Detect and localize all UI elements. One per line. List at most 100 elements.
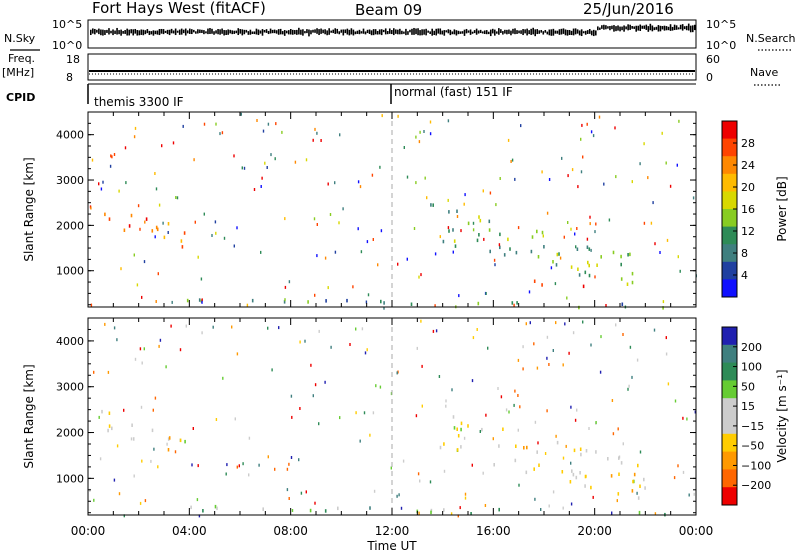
data-cell [294,160,297,164]
colorbar-segment [722,121,737,140]
nsky-sample [96,29,98,33]
nsky-sample [590,30,593,36]
nsky-sample [500,29,502,33]
nsky-sample [669,24,672,31]
data-cell [615,323,617,327]
data-cell [108,424,111,428]
nsky-sample [211,28,213,34]
colorbar-segment [722,191,737,210]
data-cell [576,227,578,230]
data-cell [582,155,584,159]
data-cell [170,324,172,328]
data-cell [586,237,589,241]
nsky-sample [433,30,435,36]
data-cell [677,255,679,259]
data-cell [430,203,432,207]
nsky-sample [277,29,280,35]
nsky-sample [522,29,524,36]
data-cell [516,301,518,305]
nsky-sample [146,29,149,34]
nsky-sample [229,29,231,34]
data-cell [614,126,616,130]
data-cell [548,363,550,366]
data-cell [536,450,538,454]
nsky-sample [609,26,611,31]
nsky-sample [160,28,163,34]
nsky-sample [237,28,240,36]
data-cell [514,177,516,181]
data-cell [494,263,496,267]
nsky-sample [429,31,431,34]
nsky-sample [578,30,581,36]
data-cell [158,344,160,348]
data-cell [246,303,249,307]
data-cell [430,510,432,515]
data-cell [678,119,680,123]
data-cell [371,173,374,177]
data-cell [366,348,368,352]
data-cell [320,139,322,142]
data-cell [107,428,109,433]
data-cell [191,463,193,467]
cpid-mode-1: themis 3300 IF [94,95,184,109]
nsky-sample [661,26,664,30]
colorbar-segment [722,327,737,346]
nsky-sample [116,27,118,35]
data-cell [158,203,161,207]
data-cell [679,269,681,273]
data-cell [674,399,677,403]
data-cell [397,370,399,374]
data-cell [571,168,574,172]
nsky-sample [463,29,466,36]
nsky-sample [475,28,478,35]
data-cell [570,461,572,465]
data-cell [439,445,442,450]
nsky-sample [154,30,157,35]
data-cell [530,249,533,254]
data-cell [284,298,286,302]
data-cell [541,283,543,287]
data-cell [403,146,405,149]
nsky-sample [249,29,252,35]
nsky-sample [613,25,615,32]
data-cell [406,257,408,261]
data-cell [111,155,113,159]
data-cell [132,437,135,441]
nsky-sample [144,30,147,35]
colorbar-segment [722,244,737,263]
data-cell [564,322,566,326]
data-cell [163,235,166,240]
data-cell [201,300,203,304]
nsky-sample [631,26,633,29]
nsky-sample [259,30,262,34]
data-cell [617,427,619,431]
data-cell [599,370,602,374]
data-cell [610,474,613,478]
data-cell [144,220,146,224]
data-cell [430,508,433,513]
data-cell [482,189,484,193]
colorbar-segment [722,451,737,470]
data-cell [141,459,143,463]
nsky-sample [584,30,587,35]
data-cell [631,280,634,285]
data-cell [464,492,467,496]
nsky-sample [233,30,236,34]
data-cell [93,370,95,374]
data-cell [377,263,379,267]
data-cell [511,158,514,162]
data-cell [639,162,641,166]
data-cell [267,122,270,126]
nsky-tick-top: 10^5 [52,18,82,31]
heatmap-panels: 1000 2000 3000 4000 Slant Range [km] 28 24 20 16… [22,111,789,518]
x-tick-label: 04:00 [172,524,207,538]
data-cell [372,238,374,241]
nsky-sample [582,31,585,34]
data-cell [167,222,170,226]
data-cell [108,411,111,415]
nsky-sample [677,27,680,30]
data-cell [383,306,385,310]
data-cell [533,467,535,471]
nsky-sample [104,30,106,35]
